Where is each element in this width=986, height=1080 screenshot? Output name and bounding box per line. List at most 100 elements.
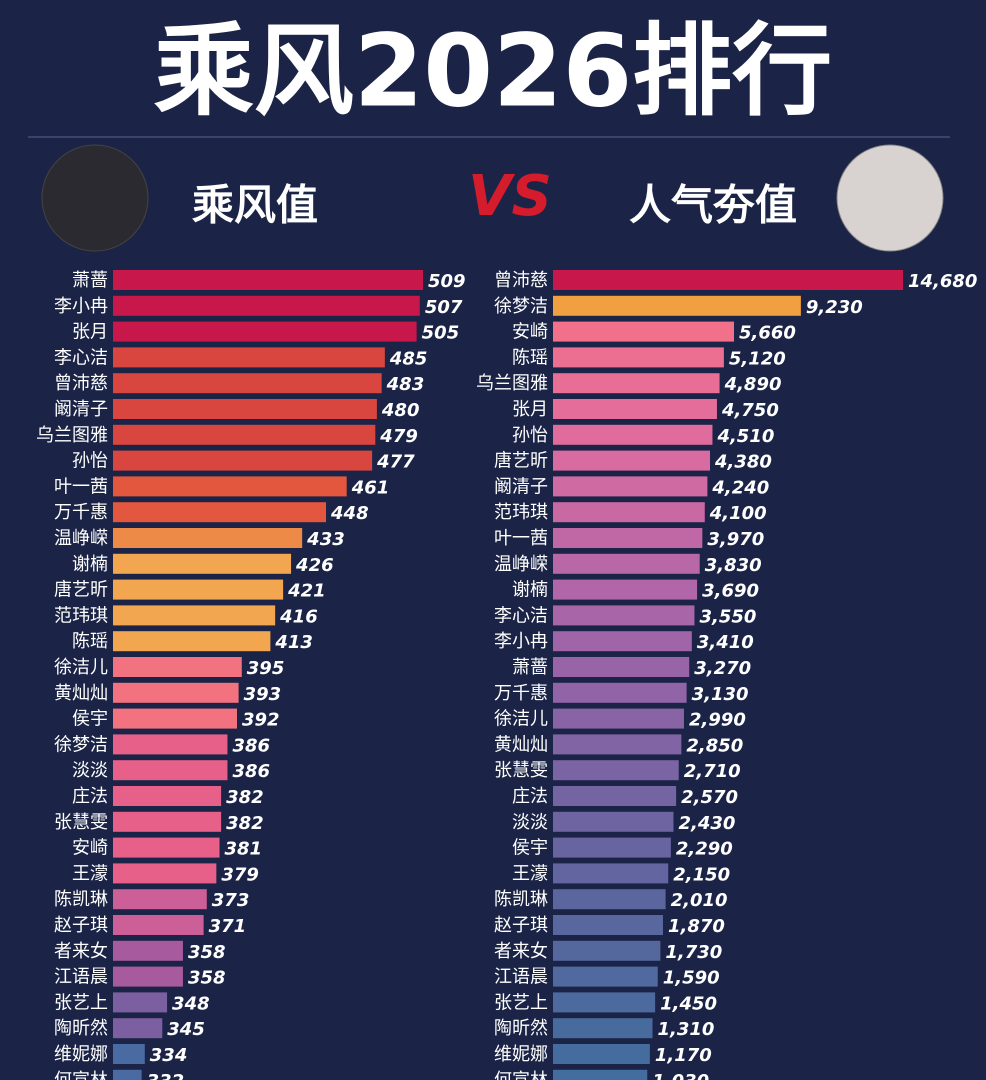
bar bbox=[553, 399, 717, 419]
category-label: 庄法 bbox=[72, 786, 108, 807]
value-label: 379 bbox=[221, 864, 259, 885]
value-label: 386 bbox=[232, 735, 270, 756]
category-label: 徐洁儿 bbox=[494, 709, 548, 730]
category-label: 阚清子 bbox=[54, 399, 108, 420]
category-label: 李心洁 bbox=[54, 347, 108, 368]
category-label: 张月 bbox=[512, 399, 548, 420]
bar bbox=[113, 940, 183, 961]
bar bbox=[113, 1044, 145, 1064]
bar bbox=[113, 682, 239, 703]
value-label: 507 bbox=[425, 297, 463, 318]
avatar-left bbox=[41, 144, 149, 252]
category-label: 温峥嵘 bbox=[494, 554, 548, 575]
value-label: 2,710 bbox=[684, 761, 741, 782]
category-label: 安崎 bbox=[72, 838, 108, 859]
value-label: 5,120 bbox=[729, 348, 786, 369]
bar bbox=[553, 1044, 650, 1064]
category-label: 乌兰图雅 bbox=[476, 373, 548, 394]
value-label: 3,410 bbox=[697, 632, 754, 653]
bar bbox=[553, 966, 658, 987]
category-label: 乌兰图雅 bbox=[36, 425, 108, 446]
category-label: 李心洁 bbox=[494, 605, 548, 626]
value-label: 5,660 bbox=[739, 323, 796, 344]
bar bbox=[113, 863, 217, 884]
avatar-right bbox=[836, 144, 944, 252]
value-label: 4,240 bbox=[711, 477, 769, 498]
value-label: 2,150 bbox=[673, 864, 730, 885]
bar bbox=[553, 295, 801, 316]
value-label: 483 bbox=[386, 374, 425, 395]
value-label: 4,890 bbox=[724, 374, 782, 395]
value-label: 2,290 bbox=[676, 839, 733, 860]
category-label: 谢楠 bbox=[512, 580, 548, 601]
category-label: 李小冉 bbox=[494, 631, 548, 652]
category-label: 孙怡 bbox=[512, 425, 548, 446]
category-label: 淡淡 bbox=[512, 812, 548, 833]
value-label: 433 bbox=[306, 529, 345, 550]
bar bbox=[113, 321, 417, 342]
category-label: 何宣林 bbox=[54, 1070, 108, 1080]
category-label: 陈凯琳 bbox=[494, 889, 548, 910]
bar bbox=[113, 786, 222, 806]
value-label: 14,680 bbox=[908, 271, 977, 292]
value-label: 1,310 bbox=[657, 1019, 714, 1040]
category-label: 温峥嵘 bbox=[54, 528, 108, 549]
bar bbox=[553, 837, 671, 858]
bar bbox=[113, 734, 228, 755]
bar bbox=[113, 450, 373, 471]
category-label: 谢楠 bbox=[72, 554, 108, 575]
category-label: 曾沛慈 bbox=[54, 373, 108, 394]
bar bbox=[113, 579, 284, 600]
category-label: 叶一茜 bbox=[494, 528, 548, 549]
value-label: 381 bbox=[225, 839, 263, 860]
bar bbox=[113, 476, 347, 497]
value-label: 3,130 bbox=[692, 684, 749, 705]
category-label: 陶昕然 bbox=[54, 1018, 108, 1039]
bar bbox=[113, 1069, 142, 1080]
value-label: 421 bbox=[287, 581, 326, 602]
bar bbox=[113, 528, 303, 548]
category-label: 张月 bbox=[72, 322, 108, 343]
value-label: 4,510 bbox=[716, 426, 774, 447]
category-label: 范玮琪 bbox=[494, 502, 548, 523]
value-label: 416 bbox=[279, 606, 318, 627]
value-label: 477 bbox=[376, 452, 415, 473]
category-label: 者来女 bbox=[54, 941, 108, 962]
bar bbox=[553, 915, 663, 935]
category-label: 唐艺昕 bbox=[54, 580, 108, 601]
category-label: 黄灿灿 bbox=[54, 683, 108, 704]
bar bbox=[113, 553, 292, 574]
bar bbox=[553, 863, 669, 884]
value-label: 358 bbox=[188, 942, 226, 963]
value-label: 448 bbox=[330, 503, 369, 524]
bar bbox=[113, 915, 204, 935]
bar bbox=[113, 502, 327, 523]
value-label: 3,970 bbox=[707, 529, 764, 550]
category-label: 安崎 bbox=[512, 322, 548, 343]
bar bbox=[113, 760, 228, 781]
value-label: 1,730 bbox=[665, 942, 722, 963]
category-label: 陈凯琳 bbox=[54, 889, 108, 910]
category-label: 萧蔷 bbox=[72, 270, 108, 291]
bar bbox=[553, 734, 682, 755]
bar bbox=[113, 708, 237, 729]
bar bbox=[113, 1018, 163, 1039]
category-label: 曾沛慈 bbox=[494, 270, 548, 291]
category-label: 唐艺昕 bbox=[494, 451, 548, 472]
bar bbox=[553, 992, 656, 1013]
bar bbox=[553, 605, 695, 626]
category-label: 陈瑶 bbox=[512, 347, 548, 368]
bar bbox=[113, 966, 183, 987]
value-label: 2,850 bbox=[686, 735, 743, 756]
bar bbox=[553, 657, 690, 677]
category-label: 范玮琪 bbox=[54, 605, 108, 626]
bar bbox=[553, 528, 703, 548]
category-label: 侯宇 bbox=[512, 838, 548, 859]
value-label: 9,230 bbox=[806, 297, 863, 318]
category-label: 维妮娜 bbox=[54, 1044, 108, 1065]
value-label: 1,170 bbox=[655, 1045, 712, 1066]
category-label: 王濛 bbox=[72, 863, 108, 884]
value-label: 1,590 bbox=[663, 968, 720, 989]
